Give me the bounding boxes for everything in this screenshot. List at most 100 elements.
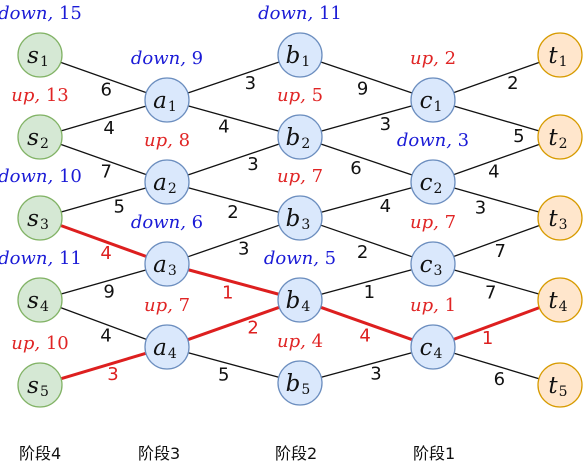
node-b3: b3	[278, 196, 322, 240]
annotation-direction: up	[11, 85, 35, 106]
annotation-direction: down	[397, 130, 446, 151]
node-a4: a4	[145, 325, 189, 369]
node-b4: b4	[278, 278, 322, 322]
node-index: 3	[168, 263, 177, 279]
node-index: 1	[301, 54, 310, 70]
annotation-direction: up	[410, 212, 434, 233]
edge-a3-b4	[188, 270, 279, 295]
edge-weight-a4-b5: 5	[218, 364, 229, 385]
edge-weight-s2-a2: 7	[100, 162, 111, 183]
node-index: 5	[559, 384, 568, 400]
annotations-layer: down, 15up, 13down, 10down, 11up, 10down…	[0, 3, 469, 354]
edge-a4-b4	[188, 307, 280, 339]
annotation-separator: ,	[300, 85, 311, 106]
node-letter: s	[27, 373, 39, 399]
annotation-value: 2	[445, 48, 456, 69]
node-c3: c3	[411, 242, 455, 286]
edge-weight-s5-a4: 3	[107, 364, 118, 385]
node-letter: s	[27, 125, 39, 151]
node-letter: b	[286, 206, 301, 232]
edge-weight-s1-a1: 6	[100, 80, 111, 101]
node-letter: a	[153, 335, 167, 361]
node-letter: b	[286, 43, 301, 69]
annotation-direction: down	[0, 166, 48, 187]
node-letter: b	[286, 371, 301, 397]
node-letter: a	[153, 170, 167, 196]
node-index: 1	[168, 99, 177, 115]
annotation-a4: up, 7	[144, 295, 190, 316]
annotation-a3: down, 6	[131, 212, 203, 233]
node-letter: a	[153, 252, 167, 278]
node-letter: t	[548, 288, 558, 314]
annotation-value: 7	[445, 212, 456, 233]
node-index: 2	[40, 136, 49, 152]
annotation-c1: up, 2	[410, 48, 456, 69]
node-c2: c2	[411, 160, 455, 204]
edge-c2-t3	[454, 188, 539, 212]
annotation-b2: up, 5	[277, 85, 323, 106]
annotation-value: 4	[312, 331, 323, 352]
annotation-value: 7	[312, 166, 323, 187]
annotation-direction: down	[264, 248, 313, 269]
node-t2: t2	[538, 115, 582, 159]
annotation-value: 6	[192, 212, 203, 233]
node-index: 2	[559, 136, 568, 152]
annotation-separator: ,	[180, 48, 191, 69]
node-letter: t	[548, 125, 558, 151]
annotation-separator: ,	[48, 166, 59, 187]
edge-weight-b3-c2: 4	[380, 196, 391, 217]
annotation-separator: ,	[433, 295, 444, 316]
edge-weight-a4-b4: 2	[247, 318, 258, 339]
node-c4: c4	[411, 325, 455, 369]
edge-a4-b5	[188, 353, 279, 378]
edge-c1-t1	[454, 62, 540, 92]
edge-weight-c1-t2: 5	[513, 126, 524, 147]
node-index: 2	[168, 181, 177, 197]
edge-weight-s4-a3: 9	[103, 281, 114, 302]
edge-weight-c2-t2: 4	[488, 162, 499, 183]
annotation-separator: ,	[167, 130, 178, 151]
edge-weight-c1-t1: 2	[507, 73, 518, 94]
node-index: 4	[168, 346, 177, 362]
annotation-value: 3	[458, 130, 469, 151]
node-s5: s5	[18, 363, 62, 407]
node-index: 4	[40, 299, 49, 315]
edge-weight-a3-b4: 1	[222, 282, 233, 303]
node-index: 5	[301, 382, 310, 398]
annotation-direction: up	[11, 333, 35, 354]
annotation-value: 10	[46, 333, 69, 354]
edge-b3-c2	[321, 188, 412, 213]
edge-c4-t4	[454, 308, 540, 340]
node-index: 4	[301, 299, 310, 315]
annotation-value: 1	[445, 295, 456, 316]
annotation-separator: ,	[48, 248, 59, 269]
annotation-c2: down, 3	[397, 130, 469, 151]
edge-weight-b2-c1: 3	[380, 114, 391, 135]
edge-s3-a2	[61, 188, 146, 212]
edge-a2-b2	[188, 144, 279, 175]
annotation-direction: up	[144, 130, 168, 151]
annotation-direction: up	[410, 295, 434, 316]
edge-weight-c3-t4: 7	[485, 282, 496, 303]
annotation-value: 10	[59, 166, 82, 187]
stage-label-1: 阶段1	[413, 444, 455, 463]
annotation-value: 11	[319, 3, 342, 24]
annotation-separator: ,	[48, 3, 59, 24]
node-index: 3	[40, 217, 49, 233]
edge-weight-c4-t4: 1	[482, 328, 493, 349]
node-letter: c	[420, 88, 433, 114]
annotation-value: 11	[59, 248, 82, 269]
node-index: 3	[559, 217, 568, 233]
annotation-direction: up	[144, 295, 168, 316]
edge-weight-s2-a1: 4	[103, 118, 114, 139]
annotation-value: 15	[59, 3, 82, 24]
node-letter: b	[286, 125, 301, 151]
stage-label-3: 阶段3	[138, 444, 180, 463]
edge-weight-a1-b2: 4	[218, 117, 229, 138]
node-letter: t	[548, 206, 558, 232]
annotation-value: 8	[179, 130, 190, 151]
annotation-value: 7	[179, 295, 190, 316]
edge-weight-a1-b1: 3	[245, 73, 256, 94]
annotation-separator: ,	[313, 248, 324, 269]
annotation-direction: down	[0, 3, 48, 24]
